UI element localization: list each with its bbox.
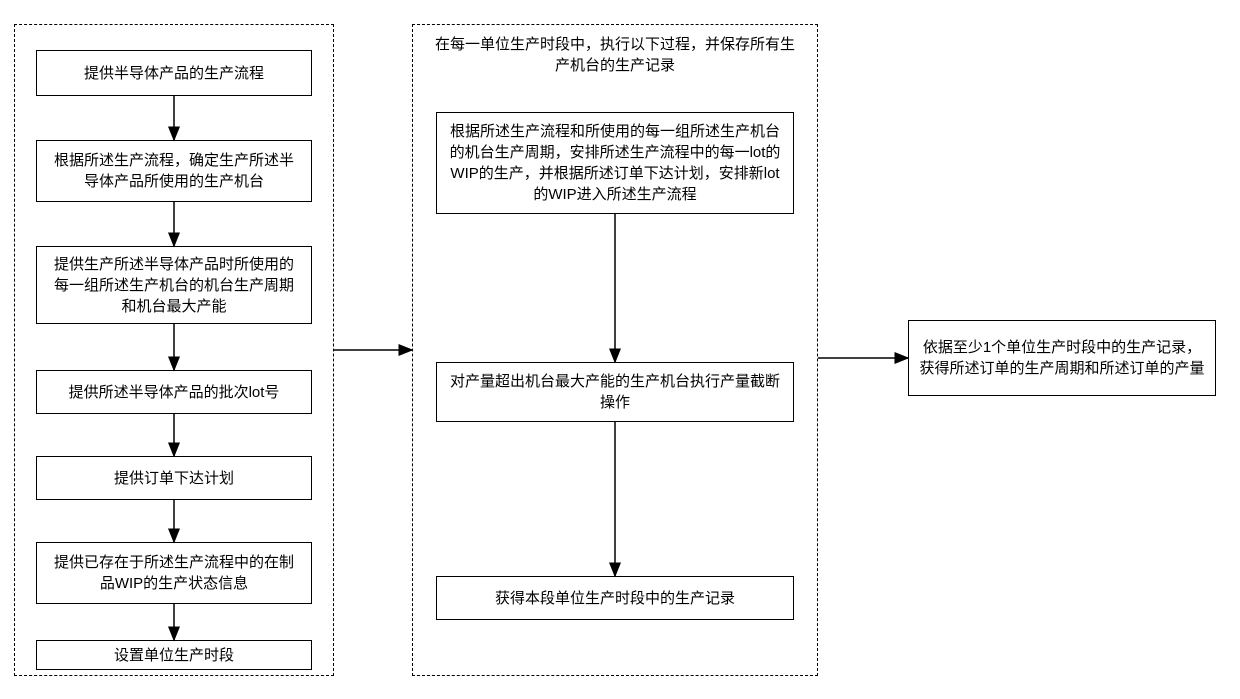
col1-box-4: 提供所述半导体产品的批次lot号 [36,370,312,414]
col2-box-3: 获得本段单位生产时段中的生产记录 [436,576,794,620]
col1-box-3: 提供生产所述半导体产品时所使用的每一组所述生产机台的机台生产周期和机台最大产能 [36,246,312,324]
col2-box-1-text: 根据所述生产流程和所使用的每一组所述生产机台的机台生产周期，安排所述生产流程中的… [447,121,783,205]
col1-box-2: 根据所述生产流程，确定生产所述半导体产品所使用的生产机台 [36,140,312,202]
col1-box-1-text: 提供半导体产品的生产流程 [84,63,264,84]
col2-box-2: 对产量超出机台最大产能的生产机台执行产量截断操作 [436,362,794,422]
col2-header-text: 在每一单位生产时段中，执行以下过程，并保存所有生产机台的生产记录 [430,34,800,76]
col3-box-1: 依据至少1个单位生产时段中的生产记录，获得所述订单的生产周期和所述订单的产量 [908,320,1216,396]
col1-box-6-text: 提供已存在于所述生产流程中的在制品WIP的生产状态信息 [47,552,301,594]
col1-box-7: 设置单位生产时段 [36,640,312,670]
col1-box-7-text: 设置单位生产时段 [114,645,234,666]
col1-box-1: 提供半导体产品的生产流程 [36,50,312,96]
col2-box-3-text: 获得本段单位生产时段中的生产记录 [495,588,735,609]
col1-box-5: 提供订单下达计划 [36,456,312,500]
col3-box-1-text: 依据至少1个单位生产时段中的生产记录，获得所述订单的生产周期和所述订单的产量 [919,337,1205,379]
col1-box-6: 提供已存在于所述生产流程中的在制品WIP的生产状态信息 [36,542,312,604]
col1-box-5-text: 提供订单下达计划 [114,468,234,489]
flowchart-canvas: 提供半导体产品的生产流程 根据所述生产流程，确定生产所述半导体产品所使用的生产机… [0,0,1240,699]
col1-box-4-text: 提供所述半导体产品的批次lot号 [69,382,280,403]
col2-box-1: 根据所述生产流程和所使用的每一组所述生产机台的机台生产周期，安排所述生产流程中的… [436,112,794,214]
col1-box-2-text: 根据所述生产流程，确定生产所述半导体产品所使用的生产机台 [47,150,301,192]
col1-box-3-text: 提供生产所述半导体产品时所使用的每一组所述生产机台的机台生产周期和机台最大产能 [47,254,301,317]
col2-box-2-text: 对产量超出机台最大产能的生产机台执行产量截断操作 [447,371,783,413]
